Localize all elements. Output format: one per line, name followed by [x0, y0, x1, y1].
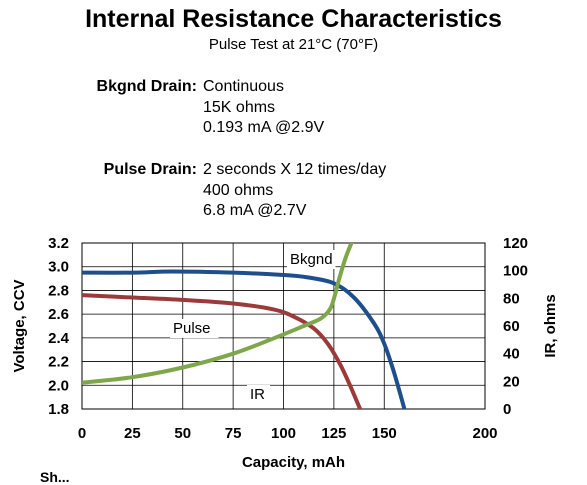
- pulse-drain-line: 2 seconds X 12 times/day: [203, 161, 387, 178]
- series-line-ir: [82, 243, 354, 385]
- pulse-drain-label: Pulse Drain:: [103, 161, 197, 178]
- y-tick-label: 3.2: [48, 235, 69, 252]
- x-axis-title: Capacity, mAh: [242, 454, 345, 471]
- background-drain-line: 15K ohms: [203, 98, 276, 116]
- y2-tick-label: 0: [503, 401, 511, 418]
- series-label-ir: IR: [250, 386, 265, 403]
- background-drain-details: Continuous 15K ohms 0.193 mA @2.9V: [203, 77, 324, 139]
- y2-tick-label: 100: [503, 263, 528, 280]
- series-label-bg: [287, 250, 336, 269]
- y-tick-label: 2.6: [48, 306, 69, 323]
- y2-tick-label: 60: [503, 318, 520, 335]
- y-tick-label: 2.0: [48, 377, 69, 394]
- x-tick-label: 150: [372, 425, 397, 442]
- x-tick-label: 100: [271, 425, 296, 442]
- x-tick-label: 50: [174, 425, 191, 442]
- series-label-bg: [247, 385, 270, 404]
- y2-tick-label: 120: [503, 235, 528, 252]
- series-label-bkgnd: Bkgnd: [290, 251, 333, 268]
- pulse-drain-line: 6.8 mA @2.7V: [203, 202, 307, 219]
- y-tick-label: 2.2: [48, 354, 69, 371]
- y-tick-label: 2.8: [48, 282, 69, 299]
- x-tick-label: 25: [124, 425, 141, 442]
- y2-axis-title: IR, ohms: [542, 294, 559, 357]
- series-label-pulse: Pulse: [173, 320, 211, 337]
- background-drain-line: Continuous: [203, 78, 284, 95]
- y-tick-label: 1.8: [48, 401, 69, 418]
- cut-off-text: Sh...: [40, 469, 70, 485]
- y2-tick-label: 20: [503, 373, 520, 390]
- pulse-drain-details: 2 seconds X 12 times/day 400 ohms 6.8 mA…: [203, 160, 386, 222]
- y2-tick-label: 40: [503, 346, 520, 363]
- x-tick-label: 200: [472, 425, 497, 442]
- series-line-pulse: [82, 293, 363, 409]
- background-drain-line: 0.193 mA @2.9V: [203, 119, 325, 136]
- chart-title: Internal Resistance Characteristics: [85, 5, 502, 33]
- chart-subtitle: Pulse Test at 21°C (70°F): [208, 36, 379, 53]
- x-tick-label: 75: [225, 425, 242, 442]
- series-label-bg: [170, 319, 219, 338]
- series-line-bkgnd: [82, 269, 407, 409]
- y-tick-label: 2.4: [48, 330, 70, 347]
- x-tick-label: 0: [78, 425, 86, 442]
- background-drain-label: Bkgnd Drain:: [96, 78, 197, 95]
- y-tick-label: 3.0: [48, 259, 69, 276]
- x-tick-label: 125: [321, 425, 346, 442]
- pulse-drain-line: 400 ohms: [203, 181, 274, 199]
- y-axis-title: Voltage, CCV: [11, 279, 28, 372]
- y2-tick-label: 80: [503, 290, 520, 307]
